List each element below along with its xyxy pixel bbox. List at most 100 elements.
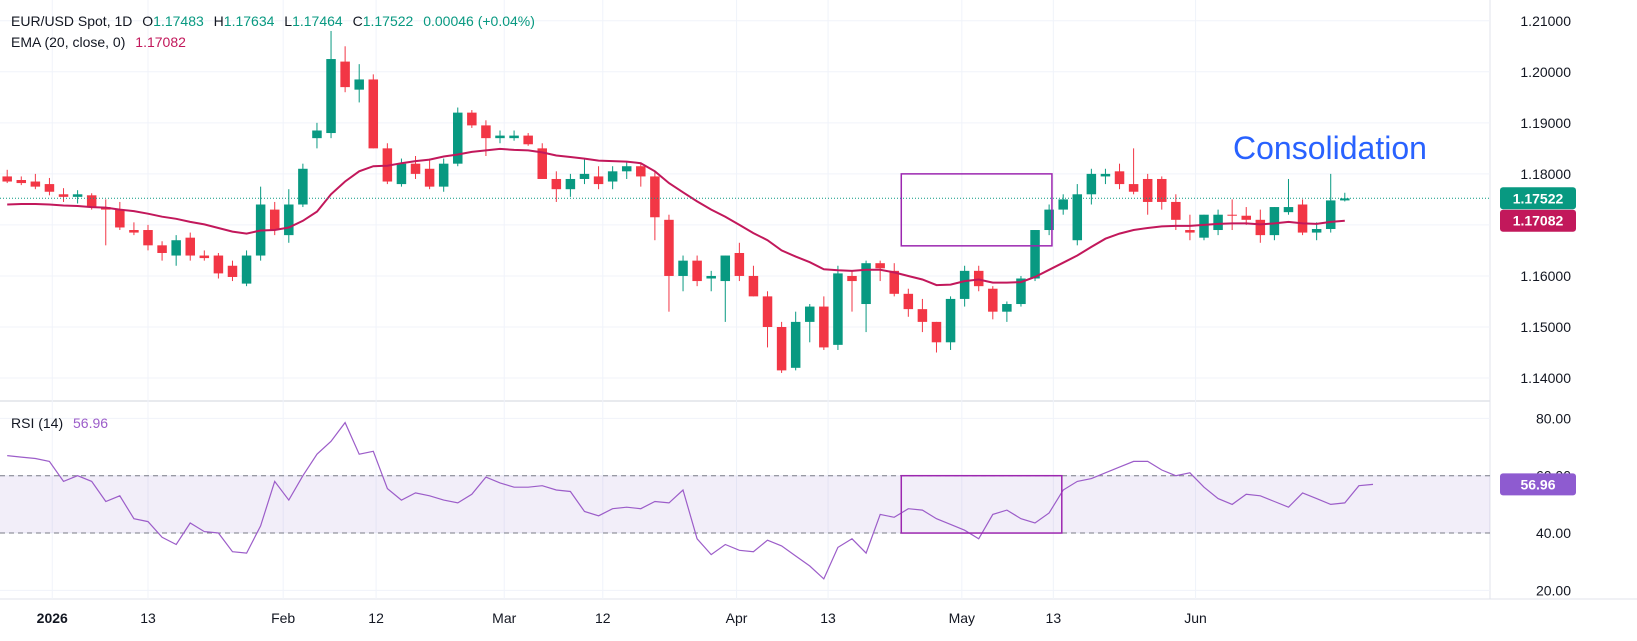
candle-body <box>227 265 238 277</box>
candle-body <box>819 306 829 348</box>
candle <box>706 270 716 292</box>
candle <box>453 107 463 167</box>
rsi-band-fill <box>0 475 1490 534</box>
rsi-line <box>7 421 1374 580</box>
candle <box>1086 168 1097 205</box>
candle <box>889 263 899 297</box>
candle-body <box>241 255 252 284</box>
candle <box>636 163 646 187</box>
candle-body <box>720 255 731 282</box>
candle <box>720 255 731 322</box>
rsi-legend-label: RSI (14) <box>11 415 64 431</box>
candlestick-series <box>2 30 1350 373</box>
candle-body <box>143 230 153 246</box>
candle <box>734 242 745 282</box>
rsi-band <box>0 475 1490 534</box>
candle-body <box>692 260 702 282</box>
candle <box>129 222 139 236</box>
rsi-value-tag-bg <box>1500 473 1576 496</box>
candle <box>1283 178 1294 215</box>
candle <box>1157 176 1167 210</box>
candle-body <box>16 180 27 184</box>
candle <box>1142 173 1153 215</box>
price-tick-label: 1.15000 <box>1520 319 1571 335</box>
grid <box>0 0 1637 600</box>
rsi-legend[interactable]: RSI (14) 56.96 <box>11 415 114 431</box>
time-tick-label: Apr <box>726 610 748 626</box>
candle-body <box>157 245 167 253</box>
ema-price-tag-bg <box>1500 209 1576 232</box>
candle-body <box>171 240 181 256</box>
candle <box>340 46 350 93</box>
candle-body <box>72 194 83 197</box>
candle <box>805 304 815 343</box>
candle <box>903 288 914 317</box>
candle <box>621 161 632 179</box>
candle <box>790 311 801 371</box>
price-tick-label: 1.21000 <box>1520 13 1571 29</box>
candle-body <box>551 178 562 190</box>
time-tick-label: Jun <box>1184 610 1207 626</box>
candle <box>1002 301 1012 322</box>
rsi-tick-label: 80.00 <box>1536 410 1571 426</box>
candle <box>1044 204 1054 236</box>
candle-body <box>1199 214 1209 238</box>
ema-series <box>7 147 1345 287</box>
candle <box>748 265 759 297</box>
candle <box>1072 184 1083 246</box>
candle <box>255 186 266 261</box>
candle <box>664 214 674 312</box>
candle-body <box>453 112 463 164</box>
consolidation-annotation: Consolidation <box>1233 130 1427 166</box>
candle <box>1030 230 1040 282</box>
candle <box>410 156 421 179</box>
candle <box>819 296 829 350</box>
candle-body <box>368 79 379 149</box>
candle-body <box>1058 199 1068 210</box>
candle <box>1114 163 1125 190</box>
candle-body <box>523 135 533 145</box>
candle <box>1340 192 1350 202</box>
ema-legend-label: EMA (20, close, 0) <box>11 34 126 50</box>
rsi-consolidation-box <box>900 474 1063 534</box>
candle <box>185 232 195 261</box>
symbol-title[interactable]: EUR/USD Spot, 1D <box>11 13 133 29</box>
price-tick-label: 1.18000 <box>1520 166 1571 182</box>
time-tick-label: 13 <box>820 610 836 626</box>
time-tick-label: Feb <box>271 610 295 626</box>
candle <box>833 265 843 350</box>
candle <box>551 171 562 202</box>
candle-body <box>58 194 69 197</box>
candle <box>607 166 618 190</box>
candle <box>213 252 224 279</box>
candle-body <box>1086 173 1097 195</box>
candle-body <box>1157 178 1167 202</box>
candle-body <box>678 260 688 276</box>
candle <box>1058 194 1068 215</box>
candle-body <box>199 255 210 259</box>
candle <box>931 321 942 353</box>
candle-body <box>1340 198 1350 201</box>
candle-body <box>1128 184 1139 192</box>
candle <box>945 296 956 350</box>
candle <box>537 143 547 179</box>
candle-body <box>1185 230 1195 233</box>
candle-body <box>833 273 843 345</box>
candle-body <box>1269 207 1280 236</box>
candle <box>1171 194 1181 231</box>
price-tick-label: 1.19000 <box>1520 115 1571 131</box>
candle <box>959 265 970 307</box>
candle-body <box>396 163 407 185</box>
ema-line <box>7 147 1345 287</box>
ema-legend[interactable]: EMA (20, close, 0) 1.17082 <box>11 34 192 50</box>
candle-body <box>1002 304 1012 312</box>
candle-body <box>410 163 421 174</box>
candle <box>382 143 393 185</box>
candle-body <box>903 293 914 310</box>
candle-body <box>213 255 224 274</box>
candle-body <box>931 321 942 343</box>
rsi-series <box>7 421 1374 580</box>
candle <box>1241 207 1251 225</box>
candle-body <box>593 176 604 185</box>
